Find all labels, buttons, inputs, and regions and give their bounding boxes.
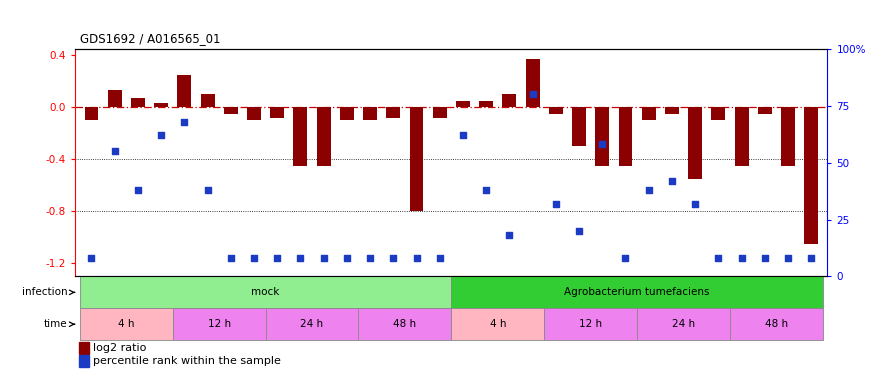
Point	[456, 132, 470, 138]
Point	[503, 232, 517, 238]
Point	[247, 255, 261, 261]
Point	[712, 255, 726, 261]
Text: 4 h: 4 h	[489, 319, 506, 329]
Point	[433, 255, 447, 261]
Point	[735, 255, 749, 261]
Bar	[451, 276, 823, 308]
Text: Agrobacterium tumefaciens: Agrobacterium tumefaciens	[565, 287, 710, 297]
Bar	[154, 104, 168, 107]
Text: 24 h: 24 h	[672, 319, 695, 329]
Point	[758, 255, 772, 261]
Bar	[433, 107, 447, 118]
Bar	[758, 107, 772, 114]
Bar	[387, 107, 400, 118]
Point	[688, 201, 702, 207]
Bar	[80, 308, 173, 340]
Bar	[173, 308, 266, 340]
Bar	[503, 94, 516, 107]
Bar	[619, 107, 633, 166]
Point	[201, 187, 215, 193]
Point	[131, 187, 145, 193]
Bar	[201, 94, 214, 107]
Point	[572, 228, 586, 234]
Bar	[689, 107, 702, 179]
Point	[386, 255, 400, 261]
Bar	[177, 75, 191, 107]
Bar	[247, 107, 261, 120]
Point	[177, 118, 191, 124]
Point	[340, 255, 354, 261]
Bar	[410, 107, 424, 211]
Point	[224, 255, 238, 261]
Bar	[363, 107, 377, 120]
Text: 24 h: 24 h	[301, 319, 324, 329]
Text: 4 h: 4 h	[118, 319, 135, 329]
Bar	[637, 308, 730, 340]
Point	[293, 255, 307, 261]
Point	[526, 91, 540, 97]
Bar	[712, 107, 726, 120]
Bar	[451, 308, 544, 340]
Bar	[131, 98, 145, 107]
Point	[781, 255, 795, 261]
Text: 48 h: 48 h	[765, 319, 788, 329]
Point	[479, 187, 493, 193]
Bar	[549, 107, 563, 114]
Bar	[317, 107, 331, 166]
Point	[108, 148, 122, 154]
Point	[154, 132, 168, 138]
Text: GDS1692 / A016565_01: GDS1692 / A016565_01	[80, 32, 220, 45]
Point	[363, 255, 377, 261]
Point	[270, 255, 284, 261]
Bar	[642, 107, 656, 120]
Bar	[266, 308, 358, 340]
Bar	[80, 276, 451, 308]
Bar	[526, 59, 540, 107]
Point	[549, 201, 563, 207]
Bar	[730, 308, 823, 340]
Bar	[294, 107, 307, 166]
Bar	[544, 308, 637, 340]
Point	[596, 141, 610, 147]
Bar	[804, 107, 819, 244]
Text: time: time	[44, 319, 68, 329]
Bar	[596, 107, 609, 166]
Bar	[665, 107, 679, 114]
Text: 12 h: 12 h	[208, 319, 231, 329]
Text: percentile rank within the sample: percentile rank within the sample	[93, 357, 281, 366]
Text: log2 ratio: log2 ratio	[93, 343, 147, 353]
Bar	[735, 107, 749, 166]
Text: mock: mock	[251, 287, 280, 297]
Bar	[79, 342, 89, 354]
Bar	[781, 107, 795, 166]
Point	[665, 178, 679, 184]
Bar	[79, 355, 89, 368]
Point	[317, 255, 331, 261]
Point	[410, 255, 424, 261]
Point	[84, 255, 98, 261]
Point	[642, 187, 656, 193]
Bar	[224, 107, 238, 114]
Bar	[572, 107, 586, 146]
Point	[619, 255, 633, 261]
Point	[804, 255, 819, 261]
Bar	[456, 101, 470, 107]
Bar	[340, 107, 354, 120]
Bar	[358, 308, 451, 340]
Text: 12 h: 12 h	[579, 319, 602, 329]
Bar	[270, 107, 284, 118]
Text: infection: infection	[22, 287, 68, 297]
Bar	[108, 90, 121, 107]
Bar	[479, 101, 493, 107]
Text: 48 h: 48 h	[393, 319, 417, 329]
Bar	[84, 107, 98, 120]
